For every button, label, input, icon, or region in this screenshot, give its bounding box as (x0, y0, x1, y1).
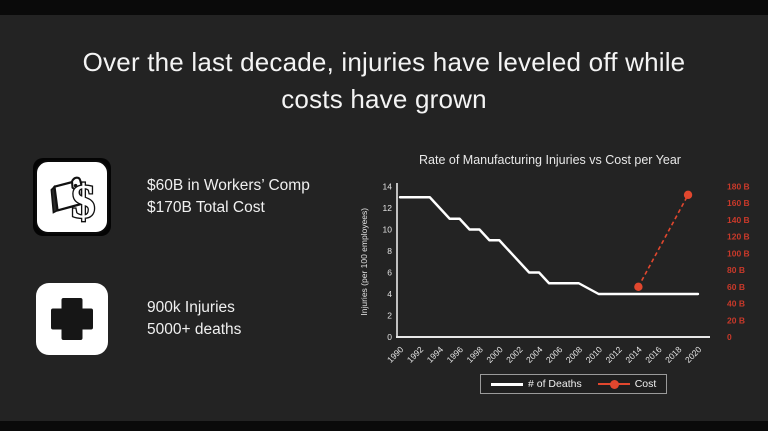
svg-text:0: 0 (387, 332, 392, 342)
svg-text:2018: 2018 (663, 344, 684, 365)
svg-text:2020: 2020 (683, 344, 704, 365)
wallet-dollar-glyph: $ (50, 175, 97, 228)
legend-item-cost: Cost (597, 378, 657, 390)
svg-text:1998: 1998 (464, 344, 485, 365)
svg-text:6: 6 (387, 268, 392, 278)
svg-text:14: 14 (383, 182, 393, 192)
cost-line (637, 194, 689, 288)
cost-line-swatch (597, 379, 630, 389)
svg-text:120 B: 120 B (727, 232, 750, 242)
svg-text:80 B: 80 B (727, 265, 745, 275)
svg-text:40 B: 40 B (727, 299, 745, 309)
stat-workers-comp: $ $60B in Workers’ Comp $170B Total Cost (33, 158, 310, 236)
svg-text:100 B: 100 B (727, 248, 750, 258)
medical-cross-icon-tile (36, 283, 108, 355)
svg-text:160 B: 160 B (727, 198, 750, 208)
svg-text:10: 10 (383, 225, 393, 235)
svg-text:4: 4 (387, 289, 392, 299)
cost-point (683, 190, 693, 200)
svg-text:Injuries (per 100 employees): Injuries (per 100 employees) (359, 208, 369, 316)
svg-text:2002: 2002 (504, 344, 525, 365)
svg-text:20 B: 20 B (727, 315, 745, 325)
deaths-line-swatch (491, 382, 523, 386)
medical-cross-icon (33, 280, 111, 358)
svg-text:2006: 2006 (544, 344, 565, 365)
letterbox-top (0, 0, 768, 15)
svg-text:1996: 1996 (445, 344, 466, 365)
title-line-2: costs have grown (281, 84, 487, 114)
svg-text:180 B: 180 B (727, 182, 750, 192)
svg-text:2000: 2000 (484, 344, 505, 365)
svg-text:2010: 2010 (584, 344, 605, 365)
legend-label-deaths: # of Deaths (528, 378, 582, 390)
legend-item-deaths: # of Deaths (491, 378, 582, 390)
injuries-cost-chart: Rate of Manufacturing Injuries vs Cost p… (358, 148, 768, 400)
svg-text:1994: 1994 (425, 344, 446, 365)
svg-text:2: 2 (387, 311, 392, 321)
stat-injuries: 900k Injuries 5000+ deaths (33, 280, 310, 358)
stat-line: 900k Injuries (147, 299, 235, 316)
wallet-dollar-icon-tile: $ (35, 160, 109, 234)
svg-text:2016: 2016 (643, 344, 664, 365)
svg-text:2004: 2004 (524, 344, 545, 365)
cost-point (634, 282, 643, 292)
chart-canvas: 0 2 4 6 8 10 12 14 180 B 160 B 140 B 120 B 100 B 80 B… (359, 182, 750, 365)
svg-text:2008: 2008 (564, 344, 585, 365)
legend-label-cost: Cost (634, 378, 657, 390)
stat-workers-comp-text: $60B in Workers’ Comp $170B Total Cost (147, 175, 310, 219)
stats-panel: $ $60B in Workers’ Comp $170B Total Cost… (33, 158, 310, 358)
svg-text:2014: 2014 (623, 344, 644, 365)
svg-text:0: 0 (727, 332, 732, 342)
medical-cross-glyph (51, 298, 93, 340)
svg-text:1992: 1992 (405, 344, 426, 365)
svg-text:140 B: 140 B (727, 215, 750, 225)
svg-text:1990: 1990 (385, 344, 406, 365)
letterbox-bottom (0, 421, 768, 431)
chart-legend: # of Deaths Cost (480, 374, 668, 394)
svg-text:2012: 2012 (603, 344, 624, 365)
stat-line: 5000+ deaths (147, 321, 242, 338)
stat-injuries-text: 900k Injuries 5000+ deaths (147, 297, 241, 341)
stat-line: $170B Total Cost (147, 199, 265, 216)
wallet-dollar-icon: $ (33, 158, 111, 236)
slide-title: Over the last decade, injuries have leve… (0, 44, 768, 118)
svg-text:$: $ (71, 177, 95, 228)
chart-title: Rate of Manufacturing Injuries vs Cost p… (419, 153, 681, 167)
svg-text:8: 8 (387, 246, 392, 256)
svg-text:60 B: 60 B (727, 282, 745, 292)
svg-text:12: 12 (383, 203, 393, 213)
injuries-line (398, 196, 700, 296)
stat-line: $60B in Workers’ Comp (147, 177, 310, 194)
title-line-1: Over the last decade, injuries have leve… (82, 47, 686, 77)
